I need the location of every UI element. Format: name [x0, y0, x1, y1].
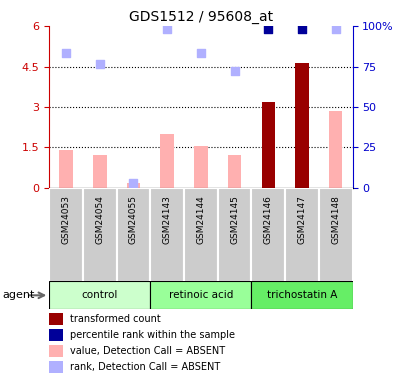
Text: GSM24145: GSM24145	[229, 195, 238, 244]
Bar	[150, 188, 184, 283]
Text: GSM24053: GSM24053	[61, 195, 70, 244]
Text: trichostatin A: trichostatin A	[266, 290, 336, 300]
Text: percentile rank within the sample: percentile rank within the sample	[70, 330, 235, 340]
Bar	[285, 188, 318, 283]
Bar	[116, 188, 150, 283]
Text: GSM24055: GSM24055	[129, 195, 138, 244]
Text: GSM24054: GSM24054	[95, 195, 104, 244]
Point	[96, 61, 103, 67]
Point	[298, 26, 305, 32]
Bar	[160, 134, 173, 188]
Bar	[49, 188, 83, 283]
Bar	[93, 155, 106, 188]
Point	[164, 26, 170, 32]
Bar	[150, 281, 251, 309]
Text: GSM24148: GSM24148	[330, 195, 339, 244]
Text: agent: agent	[2, 290, 34, 300]
Point	[197, 50, 204, 56]
Text: retinoic acid: retinoic acid	[168, 290, 233, 300]
Bar	[83, 188, 116, 283]
Bar	[49, 314, 63, 325]
Text: GSM24144: GSM24144	[196, 195, 205, 244]
Point	[63, 50, 69, 56]
Point	[332, 26, 338, 32]
Bar	[184, 188, 217, 283]
Bar	[318, 188, 352, 283]
Bar	[251, 188, 285, 283]
Bar	[126, 183, 140, 188]
Text: value, Detection Call = ABSENT: value, Detection Call = ABSENT	[70, 346, 225, 356]
Bar	[194, 146, 207, 188]
Bar	[49, 329, 63, 341]
Text: transformed count: transformed count	[70, 314, 161, 324]
Text: GSM24143: GSM24143	[162, 195, 171, 244]
Text: GSM24146: GSM24146	[263, 195, 272, 244]
Text: GSM24147: GSM24147	[297, 195, 306, 244]
Bar	[328, 111, 342, 188]
Point	[231, 68, 237, 74]
Title: GDS1512 / 95608_at: GDS1512 / 95608_at	[128, 10, 272, 24]
Bar	[49, 361, 63, 373]
Bar	[49, 345, 63, 357]
Bar	[261, 102, 274, 188]
Bar	[217, 188, 251, 283]
Point	[264, 26, 271, 32]
Point	[130, 180, 137, 186]
Text: control: control	[81, 290, 118, 300]
Bar	[59, 150, 73, 188]
Bar	[294, 63, 308, 188]
Bar	[49, 281, 150, 309]
Text: rank, Detection Call = ABSENT: rank, Detection Call = ABSENT	[70, 362, 220, 372]
Bar	[251, 281, 352, 309]
Bar	[227, 155, 241, 188]
